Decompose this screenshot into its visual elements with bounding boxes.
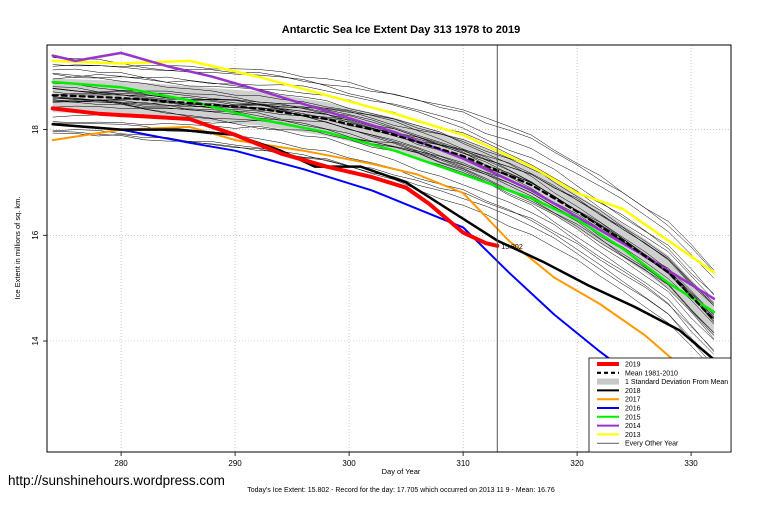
footer-stats: Today's Ice Extent: 15.802 - Record for … — [247, 487, 555, 494]
y-tick-label-14: 14 — [31, 336, 40, 345]
watermark-url: http://sunshinehours.wordpress.com — [8, 473, 225, 488]
x-axis: 280 290 300 310 320 330 — [114, 452, 698, 468]
series-lines — [50, 51, 716, 435]
other-year-line — [52, 68, 715, 323]
legend-label-1-standard-deviation-from-mean: 1 Standard Deviation From Mean — [625, 379, 728, 386]
x-tick-label-290: 290 — [228, 459, 242, 468]
legend-label-2018: 2018 — [625, 388, 641, 395]
other-year-line — [52, 96, 715, 333]
other-year-line — [52, 87, 715, 336]
series-line-2013 — [51, 59, 716, 274]
x-tick-label-320: 320 — [570, 459, 584, 468]
series-line-2019 — [50, 106, 500, 248]
series-line-2018 — [51, 123, 716, 361]
x-tick-label-280: 280 — [114, 459, 128, 468]
legend-label-2016: 2016 — [625, 406, 641, 413]
x-tick-label-300: 300 — [342, 459, 356, 468]
x-tick-label-330: 330 — [684, 459, 698, 468]
series-line-2014 — [51, 51, 716, 300]
series-line-2017 — [51, 125, 715, 390]
plot-frame — [46, 44, 732, 453]
legend-label-2015: 2015 — [625, 414, 641, 421]
other-year-line — [52, 57, 715, 296]
x-axis-label: Day of Year — [382, 467, 421, 476]
x-tick-label-310: 310 — [456, 459, 470, 468]
y-tick-label-16: 16 — [31, 230, 40, 239]
other-year-line — [52, 100, 715, 304]
series-line-2015 — [51, 80, 716, 314]
legend-label-2017: 2017 — [625, 397, 641, 404]
y-axis: 14 16 18 — [31, 125, 47, 345]
legend-swatch-1-standard-deviation-from-mean — [597, 378, 619, 385]
current-value-label: 15.802 — [501, 244, 523, 251]
other-year-line — [52, 91, 715, 294]
other-year-line — [52, 100, 715, 352]
legend-label-2014: 2014 — [625, 423, 641, 430]
y-tick-label-18: 18 — [31, 125, 40, 134]
other-year-line — [52, 101, 715, 355]
other-year-line — [52, 131, 715, 371]
other-year-line — [52, 73, 715, 320]
other-year-line — [52, 64, 715, 271]
legend-label-every-other-year: Every Other Year — [625, 441, 679, 448]
other-year-line — [52, 98, 715, 316]
other-year-line — [52, 96, 715, 341]
legend-label-mean-1981-2010: Mean 1981-2010 — [625, 370, 678, 377]
series-line-mean-1981-2010 — [51, 94, 716, 321]
y-axis-label: Ice Extent in millions of sq. km. — [13, 197, 22, 300]
legend-label-2019: 2019 — [625, 362, 641, 369]
chart-title: Antarctic Sea Ice Extent Day 313 1978 to… — [282, 24, 520, 36]
other-year-line — [52, 83, 715, 340]
legend-label-2013: 2013 — [625, 432, 641, 439]
